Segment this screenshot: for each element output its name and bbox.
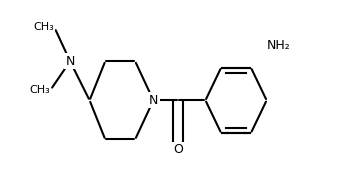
Text: N: N [149,94,158,107]
Text: CH₃: CH₃ [34,22,54,33]
Text: NH₂: NH₂ [267,39,290,52]
Text: O: O [173,143,183,156]
Text: N: N [65,55,75,68]
Text: CH₃: CH₃ [30,85,51,95]
